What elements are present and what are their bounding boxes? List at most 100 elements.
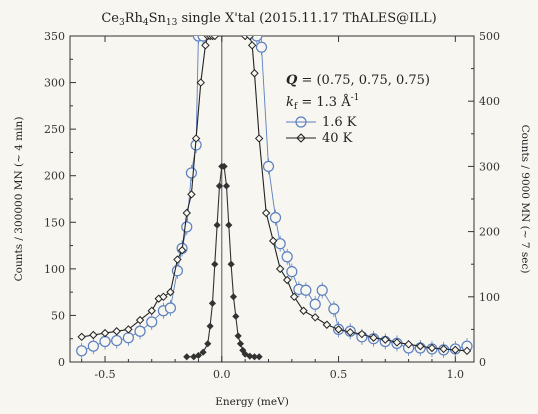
legend-marker-circle (295, 116, 307, 128)
x-axis-title: Energy (meV) (215, 396, 289, 408)
data-point (147, 306, 156, 315)
data-point (322, 320, 332, 329)
series-line (186, 165, 260, 358)
data-point (369, 333, 378, 342)
data-point (300, 284, 312, 296)
y-right-tick-label: 400 (479, 95, 500, 108)
data-point (159, 292, 168, 302)
data-point (254, 134, 264, 143)
data-point (222, 182, 231, 190)
y-right-tick-label: 500 (479, 30, 500, 43)
y-left-tick-label: 0 (58, 356, 65, 369)
data-point (185, 167, 198, 179)
data-point (213, 221, 221, 229)
data-point (196, 78, 205, 87)
data-point (225, 221, 233, 229)
data-point (164, 302, 177, 314)
data-point (268, 236, 278, 246)
data-point (381, 335, 390, 344)
data-point (236, 340, 245, 348)
data-point (208, 299, 217, 307)
data-point (173, 255, 182, 264)
data-point (251, 36, 263, 42)
data-point (229, 293, 238, 301)
data-point (392, 338, 402, 347)
legend-marker-diamond (296, 133, 306, 143)
legend: 1.6 K 40 K (286, 115, 357, 146)
y-left-axis-title: Counts / 300000 MN (~ 4 min) (13, 117, 25, 282)
data-point (427, 343, 437, 353)
data-point (439, 344, 448, 354)
x-tick-label: 0.5 (330, 368, 348, 381)
ticks-layer: -0.5 0.0 0.5 1.0 0 50 100 150 200 250 300 350 0 100 20… (44, 30, 500, 381)
data-point (246, 352, 254, 360)
series-line (81, 36, 468, 352)
data-point (191, 134, 201, 143)
data-point (227, 260, 235, 268)
data-point (177, 246, 187, 255)
kf-annotation: kf = 1.3 Å-1 (286, 93, 359, 112)
data-point (416, 341, 425, 351)
y-left-tick-label: 300 (44, 77, 65, 90)
data-point (76, 345, 88, 357)
data-point (181, 221, 193, 233)
data-point (234, 332, 242, 340)
data-point (328, 303, 340, 315)
data-point (194, 351, 203, 360)
y-right-tick-label: 200 (479, 226, 500, 239)
data-point (247, 41, 257, 50)
data-point (77, 332, 86, 342)
data-point (111, 334, 123, 347)
data-point (310, 313, 320, 322)
data-point (245, 36, 255, 41)
y-left-tick-label: 50 (51, 309, 65, 322)
data-point (182, 208, 191, 218)
data-point (112, 327, 121, 336)
data-point (100, 328, 110, 338)
data-point (289, 292, 299, 302)
y-right-axis-title: Counts / 9000 MN (~ 7 sec) (519, 125, 531, 274)
data-point (274, 238, 286, 250)
data-point (250, 69, 259, 78)
data-point (281, 251, 293, 263)
data-point (134, 325, 146, 337)
y-right-tick-label: 100 (479, 291, 500, 304)
data-point (255, 353, 263, 361)
data-point (89, 330, 98, 340)
q-annotation: Q = (0.75, 0.75, 0.75) (286, 73, 430, 88)
y-left-tick-label: 250 (44, 123, 65, 136)
data-point (462, 346, 472, 356)
data-point (204, 340, 212, 348)
data-point (124, 325, 133, 334)
legend-label-40k: 40 K (322, 131, 353, 146)
data-point (166, 287, 175, 297)
annotation-block: Q = (0.75, 0.75, 0.75) kf = 1.3 Å-1 (286, 73, 430, 112)
data-point (122, 332, 134, 344)
y-right-tick-label: 300 (479, 160, 500, 173)
x-tick-label: -0.5 (94, 368, 115, 381)
data-point (269, 212, 282, 224)
data-point (357, 329, 367, 339)
x-tick-label: 1.0 (447, 368, 465, 381)
data-point (183, 353, 191, 361)
series-40-k (77, 36, 472, 356)
data-point (286, 266, 298, 278)
data-point (210, 36, 219, 41)
y-left-tick-label: 150 (44, 216, 65, 229)
data-point (275, 264, 285, 274)
data-point (211, 260, 219, 268)
data-point (187, 190, 196, 199)
data-point (316, 284, 328, 296)
data-point (241, 350, 249, 358)
data-point (201, 41, 210, 50)
x-tick-label: 0.0 (213, 368, 231, 381)
data-point (346, 327, 355, 337)
y-left-tick-label: 200 (44, 170, 65, 183)
data-point (261, 208, 271, 218)
data-point (87, 340, 99, 352)
data-point (199, 348, 207, 356)
data-point (206, 322, 214, 330)
data-point (250, 353, 259, 361)
